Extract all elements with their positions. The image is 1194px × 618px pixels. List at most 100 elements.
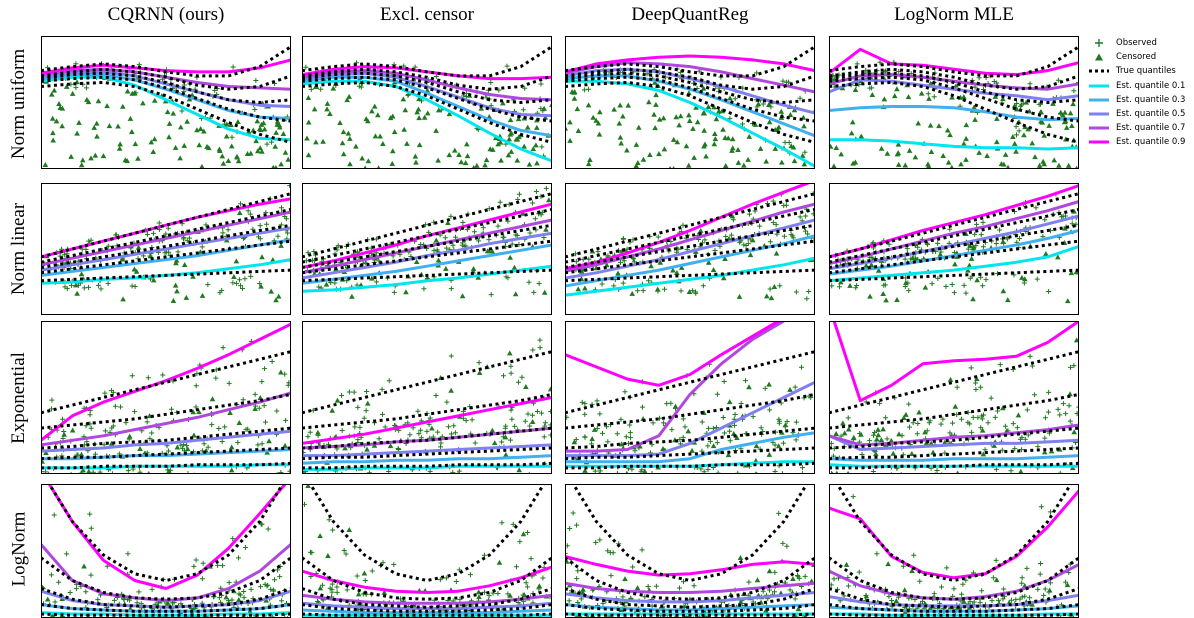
censored-point xyxy=(625,103,631,108)
censored-point xyxy=(1021,132,1027,137)
observed-point xyxy=(242,595,247,600)
censored-point xyxy=(346,131,352,136)
observed-point xyxy=(885,436,890,441)
censored-point xyxy=(312,106,318,111)
observed-point xyxy=(259,379,264,384)
censored-point xyxy=(766,382,772,387)
censored-point xyxy=(689,448,695,453)
observed-point xyxy=(582,412,587,417)
true-quantile-line-q09 xyxy=(565,194,815,257)
censored-point xyxy=(1043,251,1049,256)
observed-point xyxy=(915,431,920,436)
observed-point xyxy=(575,568,580,573)
observed-point xyxy=(434,393,439,398)
observed-point xyxy=(782,234,787,239)
censored-point xyxy=(653,92,659,97)
censored-point xyxy=(648,263,654,268)
observed-point xyxy=(542,434,547,439)
censored-point xyxy=(259,254,265,259)
censored-point xyxy=(703,154,709,159)
censored-point xyxy=(870,92,876,97)
row-title-norm-linear: Norm linear xyxy=(4,183,34,315)
observed-point xyxy=(979,232,984,237)
row-title-norm-uniform: Norm uniform xyxy=(4,36,34,172)
observed-point xyxy=(470,417,475,422)
observed-point xyxy=(669,427,674,432)
censored-point xyxy=(582,285,588,290)
censored-point xyxy=(68,154,74,159)
observed-point xyxy=(194,557,199,562)
censored-point xyxy=(953,404,959,409)
observed-point xyxy=(851,494,856,499)
observed-point xyxy=(646,584,651,589)
censored-point xyxy=(460,293,466,298)
observed-point xyxy=(363,578,368,583)
censored-point xyxy=(894,86,900,91)
observed-point xyxy=(583,435,588,440)
observed-point xyxy=(528,230,533,235)
censored-point xyxy=(923,285,929,290)
censored-point xyxy=(331,86,337,91)
censored-point xyxy=(542,290,548,295)
censored-point xyxy=(629,291,635,296)
legend-label: Observed xyxy=(1116,38,1157,48)
censored-point xyxy=(392,129,398,134)
censored-point xyxy=(859,134,865,139)
observed-point xyxy=(1011,421,1016,426)
legend-item-q03: Est. quantile 0.3 xyxy=(1088,93,1185,107)
censored-point xyxy=(575,106,581,111)
observed-point xyxy=(743,378,748,383)
observed-point xyxy=(444,400,449,405)
censored-point xyxy=(237,420,243,425)
observed-point xyxy=(989,396,994,401)
observed-point xyxy=(1043,415,1048,420)
observed-point xyxy=(1071,88,1076,93)
censored-point xyxy=(879,146,885,151)
observed-point xyxy=(1009,468,1014,473)
est-quantile-line-q09 xyxy=(829,321,1079,401)
observed-point xyxy=(424,429,429,434)
observed-point xyxy=(498,200,503,205)
column-title-cqrnn: CQRNN (ours) xyxy=(41,4,291,26)
censored-point xyxy=(970,296,976,301)
observed-point xyxy=(930,281,935,286)
observed-point xyxy=(200,576,205,581)
true-quantile-line-q01 xyxy=(565,83,815,143)
censored-point xyxy=(349,294,355,299)
observed-point xyxy=(781,441,786,446)
est-quantile-line-q03 xyxy=(829,456,1079,461)
observed-point xyxy=(327,517,332,522)
observed-point xyxy=(136,589,141,594)
censored-point xyxy=(758,146,764,151)
observed-point xyxy=(871,433,876,438)
observed-point xyxy=(728,438,733,443)
observed-point xyxy=(88,573,93,578)
observed-point xyxy=(262,403,267,408)
legend-label: Est. quantile 0.5 xyxy=(1116,109,1185,119)
observed-point xyxy=(266,526,271,531)
censored-point xyxy=(622,576,628,581)
censored-point xyxy=(278,370,284,375)
censored-point xyxy=(50,130,56,135)
censored-point xyxy=(940,153,946,158)
censored-point xyxy=(695,119,701,124)
observed-point xyxy=(364,408,369,413)
censored-point xyxy=(366,158,372,163)
observed-point xyxy=(481,225,486,230)
observed-point xyxy=(87,512,92,517)
censored-point xyxy=(661,115,667,120)
observed-point xyxy=(231,64,236,69)
est-quantile-line-q05 xyxy=(565,220,815,278)
observed-point xyxy=(768,287,773,292)
observed-point xyxy=(964,291,969,296)
observed-point xyxy=(1038,572,1043,577)
observed-point xyxy=(705,443,710,448)
observed-point xyxy=(715,440,720,445)
observed-point xyxy=(969,365,974,370)
observed-point xyxy=(126,468,131,473)
observed-point xyxy=(435,430,440,435)
censored-point xyxy=(947,132,953,137)
observed-point xyxy=(1022,280,1027,285)
observed-point xyxy=(226,227,231,232)
observed-point xyxy=(772,570,777,575)
